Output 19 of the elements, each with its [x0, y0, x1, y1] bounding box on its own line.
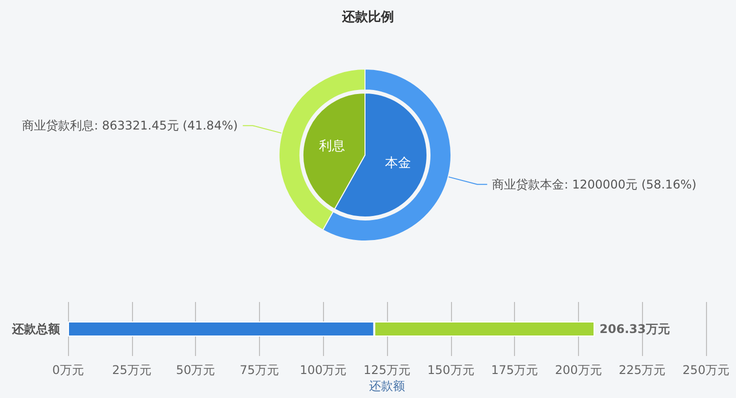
slice-label: 本金 [384, 156, 411, 172]
x-tick-label: 150万元 [427, 363, 474, 377]
total-label: 206.33万元 [600, 322, 670, 336]
x-tick-label: 100万元 [300, 363, 347, 377]
x-axis-title: 还款额 [369, 379, 405, 393]
y-tick-label: 还款总额 [11, 322, 61, 336]
x-tick-label: 225万元 [618, 363, 666, 377]
data-label: 商业贷款本金: 1200000元 (58.16%) [492, 177, 696, 192]
x-tick-label: 250万元 [682, 363, 730, 377]
x-tick-label: 25万元 [112, 363, 152, 377]
x-tick-label: 0万元 [52, 363, 84, 377]
chart-title: 还款比例 [341, 10, 394, 25]
slice-label: 利息 [319, 138, 346, 154]
data-label: 商业贷款利息: 863321.45元 (41.84%) [22, 118, 238, 133]
x-tick-label: 175万元 [491, 363, 538, 377]
x-tick-label: 50万元 [176, 363, 216, 377]
x-tick-label: 200万元 [554, 363, 602, 377]
x-tick-label: 125万元 [364, 363, 410, 377]
x-tick-label: 75万元 [240, 363, 280, 377]
